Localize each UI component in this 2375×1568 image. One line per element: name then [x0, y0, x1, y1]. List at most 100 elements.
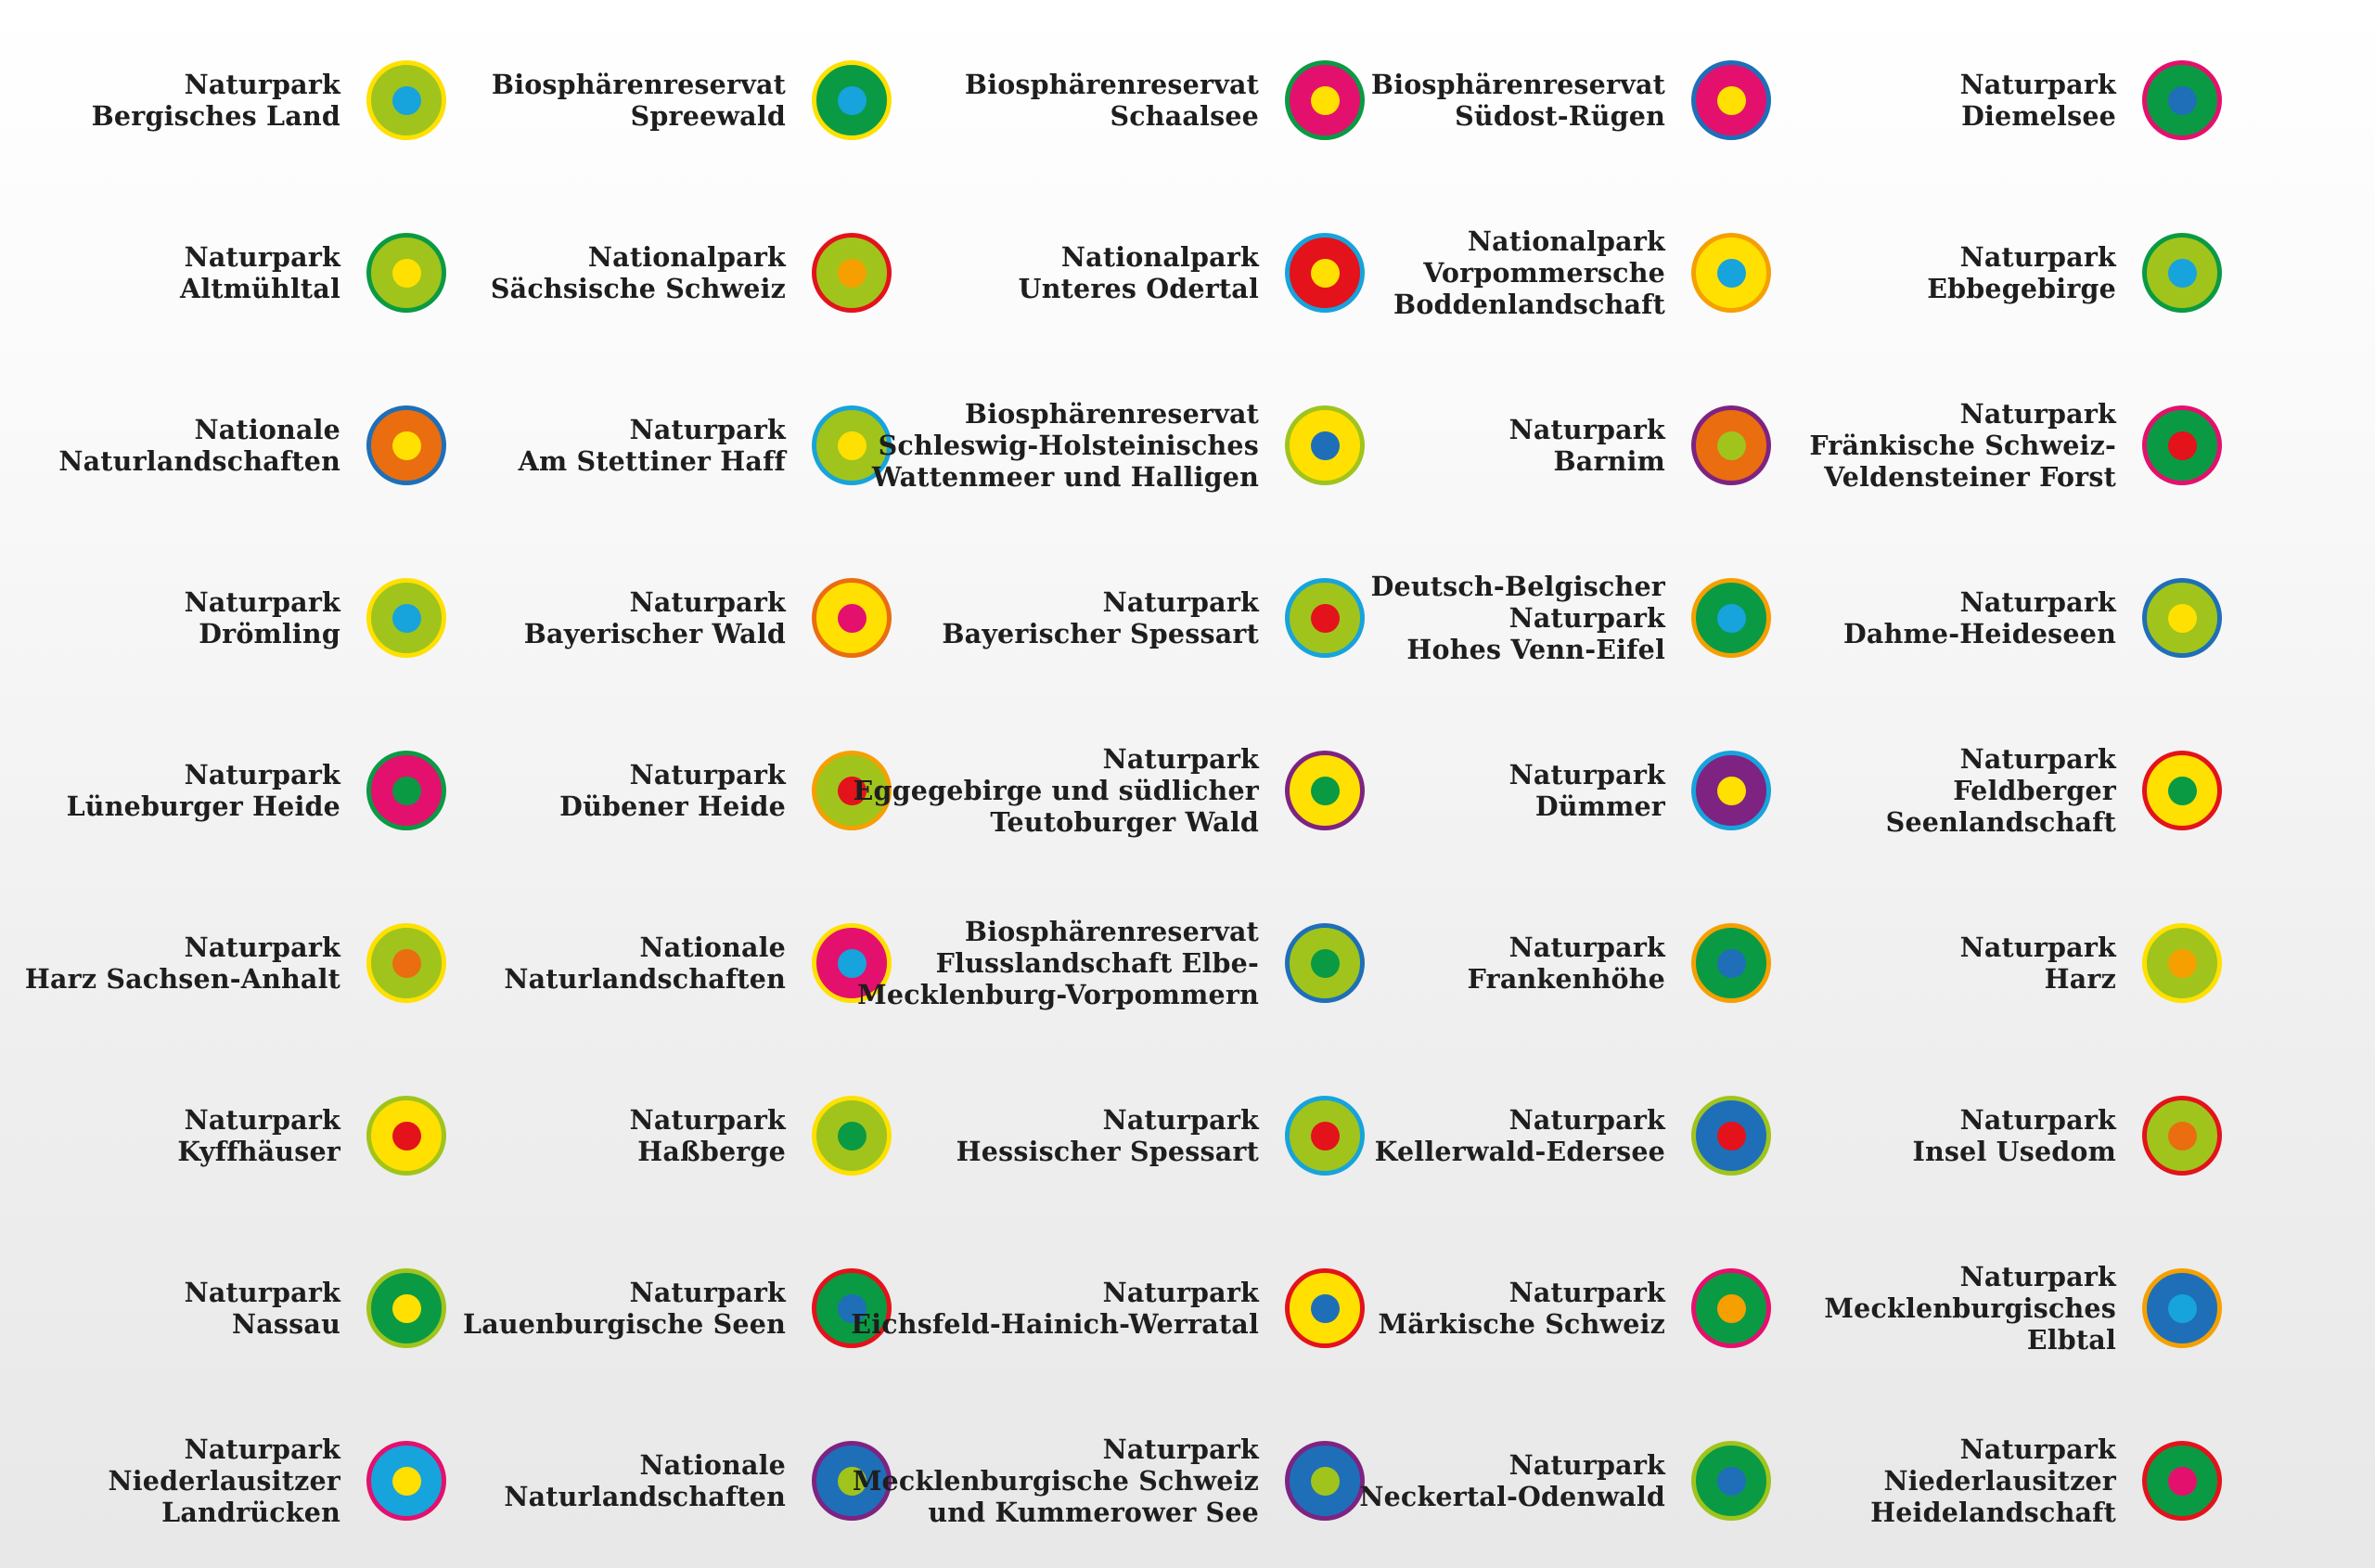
park-name-line: Naturpark	[184, 1433, 340, 1465]
park-logo-icon	[1691, 405, 1771, 485]
park-name: Naturpark Mecklenburgische Schweiz und Kum…	[853, 1433, 1259, 1528]
park-name-line: Boddenlandschaft	[1393, 289, 1665, 320]
logo-center-dot	[2167, 85, 2197, 115]
park-name-line: Altmühltal	[180, 273, 340, 304]
logo-center-dot	[837, 948, 867, 978]
park-entry: Biosphärenreservat Flusslandschaft Elbe- M…	[857, 916, 1372, 1010]
park-name-line: Bergisches Land	[91, 100, 340, 132]
park-entry: Naturpark Bayerischer Wald	[454, 578, 899, 658]
park-name-line: Teutoburger Wald	[990, 806, 1259, 838]
park-name-line: Lüneburger Heide	[66, 790, 340, 822]
park-name-line: Neckertal-Odenwald	[1359, 1481, 1665, 1512]
logo-center-dot	[2167, 776, 2197, 805]
park-name-line: Mecklenburg-Vorpommern	[857, 979, 1259, 1010]
park-entry: Naturpark Altmühltal	[0, 233, 454, 313]
park-name: Naturpark Barnim	[1509, 414, 1665, 477]
park-entry: Naturpark Lauenburgische Seen	[454, 1268, 899, 1348]
park-entry: Naturpark Mecklenburgische Schweiz und Kum…	[853, 1433, 1372, 1528]
park-name-line: Schleswig-Holsteinisches	[878, 430, 1259, 461]
logo-center-dot	[1310, 1121, 1340, 1150]
park-entry: Naturpark Am Stettiner Haff	[454, 405, 899, 485]
park-name-line: Naturpark	[1959, 1104, 2116, 1136]
park-name-line: Eichsfeld-Hainich-Werratal	[851, 1308, 1259, 1340]
park-name: Naturpark Kyffhäuser	[177, 1104, 340, 1167]
logo-center-dot	[1310, 258, 1340, 288]
park-logo-icon	[812, 923, 892, 1003]
park-entry: Biosphärenreservat Schleswig-Holsteinisch…	[872, 398, 1372, 493]
park-name-line: Biosphärenreservat	[964, 398, 1259, 430]
logo-center-dot	[1310, 776, 1340, 805]
park-name-line: Biosphärenreservat	[491, 69, 786, 100]
park-entry: Naturpark Insel Usedom	[1778, 1096, 2229, 1176]
logo-center-dot	[1310, 85, 1340, 115]
park-name-line: Landrücken	[161, 1497, 340, 1528]
park-logo-icon	[812, 1441, 892, 1521]
park-name-line: Naturpark	[1102, 1104, 1259, 1136]
park-entry: Naturpark Dahme-Heideseen	[1778, 578, 2229, 658]
park-name-line: Dahme-Heideseen	[1843, 618, 2116, 649]
logo-center-dot	[2167, 948, 2197, 978]
logo-center-dot	[392, 776, 421, 805]
park-name: Naturpark Lauenburgische Seen	[463, 1277, 786, 1340]
park-name-line: Naturpark	[1959, 241, 2116, 273]
park-name-line: Niederlausitzer	[108, 1465, 340, 1497]
park-name-line: Hohes Venn-Eifel	[1406, 634, 1665, 665]
park-name-line: Kellerwald-Edersee	[1374, 1136, 1665, 1167]
park-logo-icon	[1285, 923, 1365, 1003]
park-name: Nationale Naturlandschaften	[504, 1449, 786, 1512]
park-entry: Naturpark Frankenhöhe	[1372, 923, 1778, 1003]
park-name-line: Naturpark	[184, 1104, 340, 1136]
park-name-line: Naturpark	[184, 932, 340, 963]
park-name: Nationalpark Sächsische Schweiz	[491, 241, 786, 304]
park-name-line: Naturpark	[1959, 398, 2116, 430]
park-name-line: Dümmer	[1534, 790, 1665, 822]
park-name-line: Naturpark	[1508, 414, 1665, 445]
park-name-line: Heidelandschaft	[1870, 1497, 2116, 1528]
park-entry: Naturpark Eggegebirge und südlicher Teutob…	[854, 743, 1372, 838]
park-name-line: Spreewald	[630, 100, 786, 132]
park-name: Naturpark Hessischer Spessart	[956, 1104, 1259, 1167]
park-name-line: Biosphärenreservat	[964, 916, 1259, 947]
park-logo-icon	[2142, 751, 2222, 830]
park-entry: Naturpark Dümmer	[1372, 751, 1778, 830]
park-name-line: Mecklenburgische Schweiz	[852, 1465, 1259, 1497]
park-logo-icon	[366, 923, 446, 1003]
park-entry: Biosphärenreservat Spreewald	[454, 60, 899, 140]
park-logo-icon	[2142, 923, 2222, 1003]
logo-center-dot	[837, 258, 867, 288]
logo-center-dot	[2167, 258, 2197, 288]
park-logo-icon	[1285, 233, 1365, 313]
park-entry: Nationalpark Sächsische Schweiz	[454, 233, 899, 313]
park-name: Naturpark Niederlausitzer Landrücken	[109, 1433, 340, 1528]
logo-center-dot	[392, 948, 421, 978]
park-logo-icon	[812, 405, 892, 485]
logo-center-dot	[1716, 1121, 1746, 1150]
park-name-line: Bayerischer Spessart	[942, 618, 1259, 649]
park-logo-icon	[1691, 233, 1771, 313]
park-logo-icon	[1285, 578, 1365, 658]
park-name-line: Harz Sachsen-Anhalt	[24, 963, 340, 995]
park-entry: Nationalpark Vorpommersche Boddenlandschaf…	[1372, 225, 1778, 320]
park-name: Nationale Naturlandschaften	[504, 932, 786, 995]
park-name: Naturpark Lüneburger Heide	[67, 759, 340, 822]
park-logo-icon	[1285, 1268, 1365, 1348]
park-entry: Nationale Naturlandschaften	[0, 405, 454, 485]
park-name: Naturpark Neckertal-Odenwald	[1359, 1449, 1665, 1512]
park-name: Naturpark Harz	[1960, 932, 2116, 995]
logo-center-dot	[1716, 85, 1746, 115]
logo-center-dot	[837, 85, 867, 115]
park-name: Biosphärenreservat Spreewald	[492, 69, 786, 132]
park-name: Naturpark Dübener Heide	[559, 759, 786, 822]
park-logo-icon	[366, 233, 446, 313]
park-name-line: Unteres Odertal	[1018, 273, 1259, 304]
park-name-line: Naturpark	[1508, 1449, 1665, 1481]
logo-center-dot	[1716, 1466, 1746, 1496]
park-name-line: Nassau	[232, 1308, 340, 1340]
park-entry: Naturpark Bayerischer Spessart	[899, 578, 1372, 658]
park-name-line: Naturpark	[1508, 602, 1665, 634]
logo-center-dot	[392, 603, 421, 633]
park-name-line: Haßberge	[637, 1136, 786, 1167]
park-name-line: Fränkische Schweiz-	[1809, 430, 2116, 461]
park-name: Nationale Naturlandschaften	[58, 414, 340, 477]
park-entry: Naturpark Kyffhäuser	[0, 1096, 454, 1176]
